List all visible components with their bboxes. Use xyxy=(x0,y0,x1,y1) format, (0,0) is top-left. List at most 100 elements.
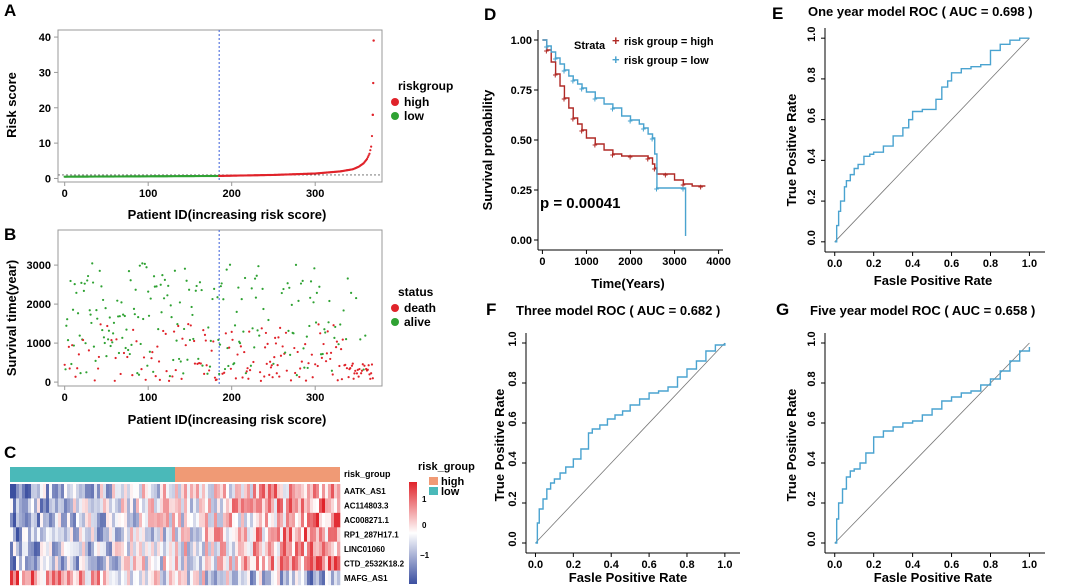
risk-point xyxy=(370,145,373,148)
survival-point xyxy=(244,372,247,375)
survival-point xyxy=(370,363,374,366)
survival-point xyxy=(121,336,124,339)
heatmap-cell xyxy=(70,527,74,542)
heatmap-cell xyxy=(301,556,305,571)
heatmap-cell xyxy=(175,556,179,571)
survival-point xyxy=(203,333,207,336)
survival-point xyxy=(228,346,231,349)
heatmap-cell xyxy=(208,556,212,571)
y-tick-label: 0.4 xyxy=(507,450,519,466)
heatmap-cell xyxy=(103,541,107,557)
heatmap-cell xyxy=(73,484,77,499)
panel-c: C risk_group risk_group high low 1 0 −1 … xyxy=(4,443,475,586)
survival-point xyxy=(89,313,92,316)
survival-point xyxy=(243,276,247,280)
heatmap-cell xyxy=(238,512,242,528)
heatmap-cell xyxy=(190,541,194,557)
roc-curve xyxy=(535,343,726,544)
heatmap-annotation-label: risk_group xyxy=(344,469,391,479)
survival-point xyxy=(299,367,302,370)
survival-point xyxy=(278,375,281,378)
heatmap-cell xyxy=(256,527,260,542)
heatmap-cell xyxy=(58,527,62,542)
heatmap-cell xyxy=(112,556,116,571)
survival-point xyxy=(195,284,198,288)
heatmap-cell xyxy=(223,498,227,514)
plot-frame xyxy=(57,229,383,387)
survival-point xyxy=(205,364,208,367)
heatmap-cell xyxy=(97,556,101,571)
heatmap-cell xyxy=(145,541,149,557)
heatmap-cell xyxy=(199,570,203,586)
survival-point xyxy=(211,297,214,301)
survival-point xyxy=(330,369,333,372)
heatmap-cell xyxy=(271,512,275,528)
heatmap-cell xyxy=(229,498,233,514)
heatmap-cell xyxy=(208,498,212,514)
heatmap-cell xyxy=(214,541,218,557)
panel-e-ylabel: True Positive Rate xyxy=(784,94,799,207)
heatmap-cell xyxy=(334,527,338,542)
heatmap-cell xyxy=(85,498,89,514)
heatmap-cell xyxy=(148,512,152,528)
heatmap-cell xyxy=(82,484,86,499)
heatmap-cell xyxy=(220,512,224,528)
survival-point xyxy=(134,288,137,291)
heatmap-cell xyxy=(16,541,20,557)
survival-point xyxy=(81,338,85,342)
survival-point xyxy=(181,337,184,340)
heatmap-cell xyxy=(52,512,56,528)
heatmap-cell xyxy=(271,570,275,586)
heatmap-cell xyxy=(208,512,212,528)
heatmap-cell xyxy=(316,556,320,571)
heatmap-cell xyxy=(310,498,314,514)
heatmap-cell xyxy=(202,556,206,571)
risk-point xyxy=(370,134,374,138)
panel-f-label: F xyxy=(486,300,496,319)
heatmap-cell xyxy=(229,570,233,586)
heatmap-cell xyxy=(223,527,227,542)
y-tick-label: 0 xyxy=(45,377,51,389)
heatmap-cell xyxy=(268,498,272,514)
survival-point xyxy=(320,356,323,359)
heatmap-cell xyxy=(166,527,170,542)
survival-point xyxy=(263,346,267,349)
survival-point xyxy=(104,307,107,310)
heatmap-cell xyxy=(274,556,278,571)
heatmap-cell xyxy=(100,556,104,571)
heatmap-cell xyxy=(97,498,101,514)
y-tick-label: 0.2 xyxy=(806,491,818,506)
heatmap-cell xyxy=(85,512,89,528)
survival-point xyxy=(164,332,167,335)
heatmap-cell xyxy=(106,556,110,571)
heatmap-cell xyxy=(202,484,206,499)
survival-point xyxy=(209,339,212,342)
survival-point xyxy=(77,353,80,356)
heatmap-cell xyxy=(316,570,320,586)
y-tick-label: 20 xyxy=(39,103,51,115)
heatmap-cell xyxy=(235,570,239,586)
survival-point xyxy=(218,343,222,346)
heatmap-cell xyxy=(262,570,266,586)
survival-point xyxy=(66,338,70,342)
heatmap-cell xyxy=(103,527,107,542)
heatmap-cell xyxy=(151,541,155,557)
survival-point xyxy=(326,330,329,333)
heatmap-cell xyxy=(97,484,101,499)
diagonal-line xyxy=(834,37,1030,243)
survival-point xyxy=(252,360,255,364)
heatmap-cell xyxy=(118,541,122,557)
heatmap-cell xyxy=(91,512,95,528)
survival-point xyxy=(294,371,297,375)
heatmap-cell xyxy=(25,541,29,557)
survival-point xyxy=(363,364,366,367)
x-tick-label: 0.6 xyxy=(944,258,959,270)
survival-point xyxy=(364,334,367,337)
heatmap-cell xyxy=(142,527,146,542)
heatmap-cell xyxy=(130,556,134,571)
heatmap-cell xyxy=(19,556,23,571)
x-tick-label: 200 xyxy=(223,392,241,404)
heatmap-cell xyxy=(40,570,44,586)
x-tick-label: 0.2 xyxy=(566,559,581,571)
